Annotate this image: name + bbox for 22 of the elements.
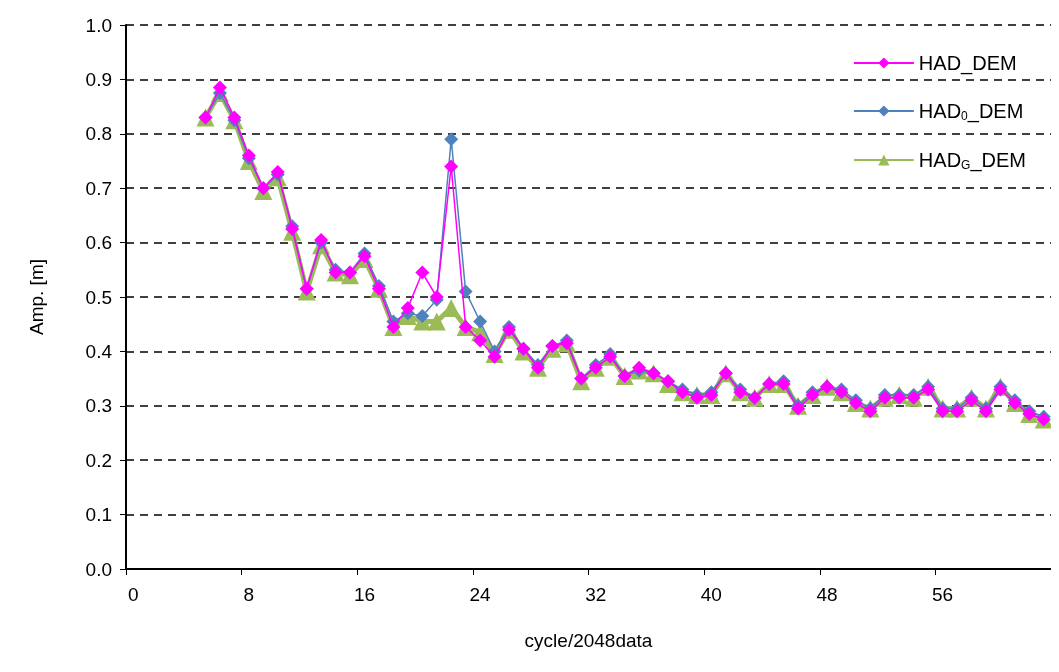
y-tick-label: 0.7: [85, 177, 112, 199]
y-tick-label: 0.5: [85, 286, 112, 308]
x-tick-label: 40: [700, 584, 722, 605]
x-tick-label: 16: [353, 584, 376, 605]
y-axis-title: Amp. [m]: [26, 258, 47, 336]
x-tick-label: 56: [932, 584, 954, 605]
y-tick-label: 0.0: [85, 558, 112, 580]
x-tick-label: 24: [469, 584, 492, 605]
x-tick-label: 32: [585, 584, 607, 605]
y-tick-label: 1.0: [85, 14, 112, 36]
y-tick-label: 0.2: [85, 449, 112, 471]
y-tick-label: 0.6: [85, 232, 112, 254]
x-tick-label: 48: [816, 584, 838, 605]
y-tick-label: 0.9: [85, 68, 112, 90]
x-axis-title: cycle/2048data: [524, 630, 653, 651]
y-tick-label: 0.8: [85, 123, 112, 145]
y-tick-label: 0.4: [85, 340, 113, 362]
legend-label: HAD_DEM: [918, 52, 1017, 75]
x-tick-label: 0: [127, 584, 139, 605]
y-tick-label: 0.1: [85, 504, 112, 526]
y-tick-label: 0.3: [85, 395, 112, 417]
x-tick-label: 8: [243, 584, 255, 605]
